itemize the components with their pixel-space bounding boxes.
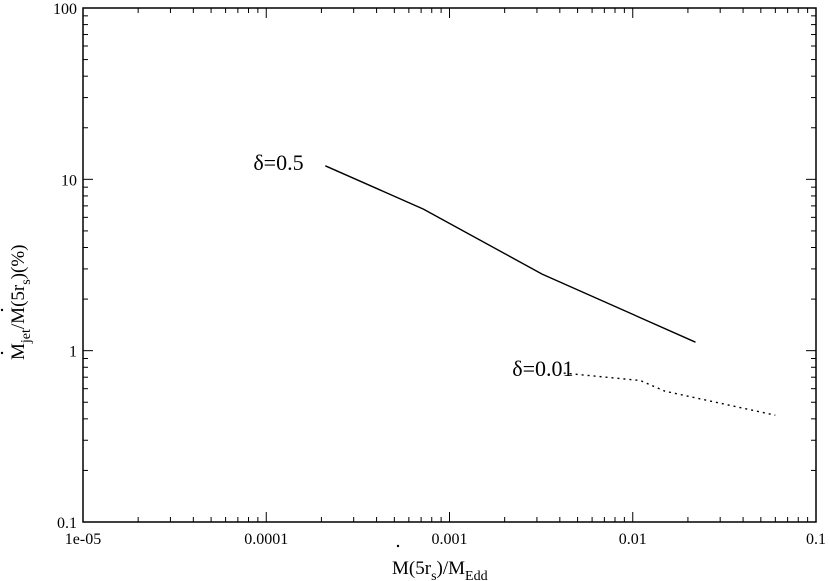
x-tick-label: 0.1 (806, 531, 826, 548)
x-axis-label-dot (396, 544, 400, 548)
y-axis-label: Mjet/M(5rs)(%) (8, 245, 34, 361)
tick-labels: 1e-05 0.0001 0.001 0.01 0.1 0.1 1 10 100 (53, 1, 826, 548)
y-tick-label: 100 (53, 1, 77, 18)
y-tick-label: 0.1 (57, 515, 77, 532)
x-tick-label: 0.001 (432, 531, 468, 548)
series-layer (325, 165, 776, 416)
x-tick-label: 1e-05 (65, 531, 101, 548)
y-axis-label-dot-1 (0, 351, 4, 355)
series-annotation-2: δ=0.01 (512, 356, 573, 381)
series-line-2 (563, 372, 776, 416)
series-annotation-1: δ=0.5 (253, 150, 303, 175)
y-axis-label-dot-2 (0, 308, 4, 312)
x-axis-label: M(5rs)/MEdd (392, 558, 488, 581)
tick-marks (82, 7, 817, 523)
x-tick-label: 0.0001 (244, 531, 288, 548)
series-line-1 (325, 165, 696, 343)
plot-frame (82, 7, 817, 523)
y-tick-label: 10 (61, 172, 77, 189)
y-tick-label: 1 (69, 344, 77, 361)
annotations: δ=0.5 δ=0.01 (253, 150, 573, 381)
x-tick-label: 0.01 (619, 531, 647, 548)
